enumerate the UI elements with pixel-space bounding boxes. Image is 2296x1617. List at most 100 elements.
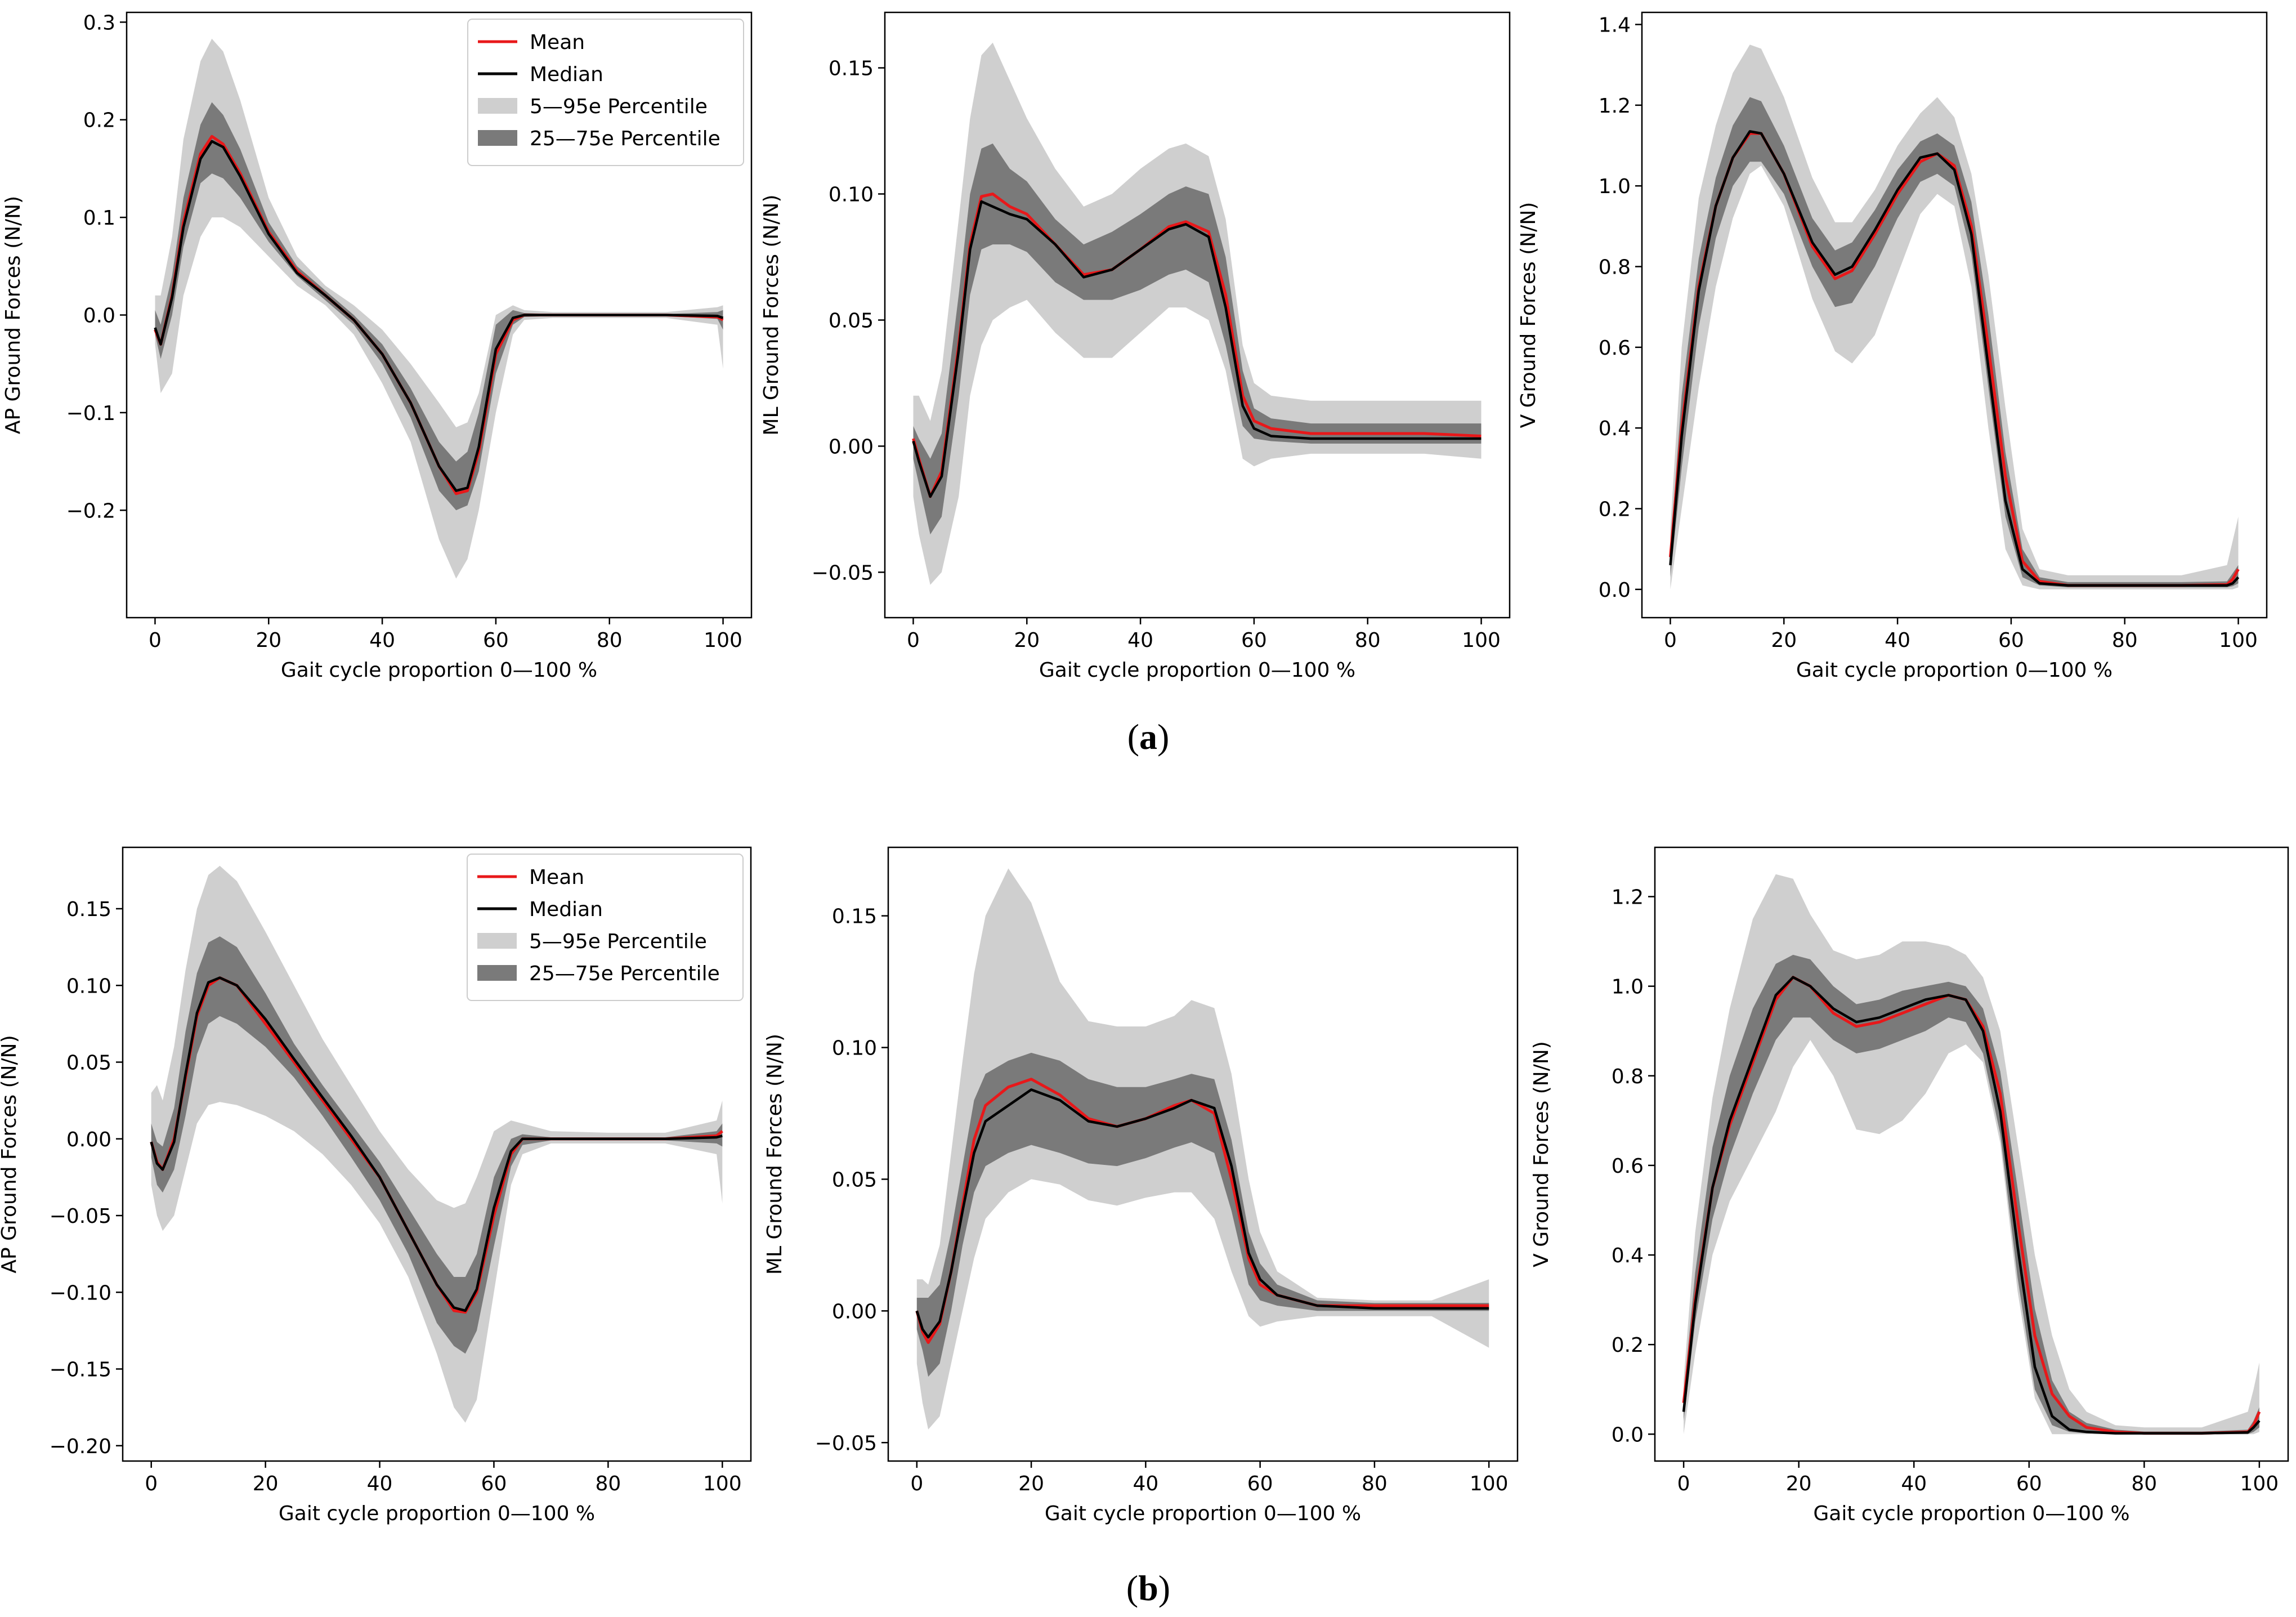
caption-a-open: ( xyxy=(1127,717,1139,757)
caption-b-letter: b xyxy=(1138,1568,1158,1608)
legend-5-95-swatch xyxy=(478,98,517,114)
plot-area xyxy=(912,42,1482,585)
median-line xyxy=(1669,130,2240,587)
axes-frame xyxy=(884,11,1511,619)
y-tick-label: −0.1 xyxy=(66,402,115,425)
chart-a-ml: 0 20 40 60 80 100 −0.05 0.00 0.05 0.10 0.15 Gait cy… xyxy=(760,11,1511,682)
y-tick-label: 0.0 xyxy=(83,305,115,328)
x-tick-label: 100 xyxy=(2240,1472,2279,1495)
caption-a: (a) xyxy=(1127,717,1170,757)
x-tick-label: 40 xyxy=(1885,629,1910,652)
y-tick-label: 0.10 xyxy=(66,975,111,998)
x-tick-label: 20 xyxy=(1018,1472,1044,1495)
axes-frame xyxy=(1641,11,2268,619)
y-tick-label: 0.2 xyxy=(1612,1334,1644,1357)
y-tick-label: 1.0 xyxy=(1612,976,1644,999)
y-tick-label: −0.05 xyxy=(50,1205,111,1228)
legend-25-75-swatch xyxy=(477,965,517,981)
y-tick-label: 0.05 xyxy=(832,1168,877,1191)
median-line xyxy=(915,1088,1489,1339)
y-tick-label: 0.0 xyxy=(1599,579,1631,602)
y-tick-label: 0.0 xyxy=(1612,1423,1644,1446)
median-line xyxy=(154,140,724,492)
panels: 0 20 40 60 80 100 −0.2 −0.1 0.0 0.1 0.2 0.3 Gait cyc… xyxy=(0,11,2289,1525)
plot-area xyxy=(154,38,724,579)
legend-median-label: Median xyxy=(529,898,603,921)
x-tick-label: 60 xyxy=(1247,1472,1273,1495)
y-tick-label: 1.2 xyxy=(1612,886,1644,909)
axes-frame xyxy=(1654,846,2289,1462)
caption-a-letter: a xyxy=(1139,717,1157,757)
y-tick-label: 0.05 xyxy=(66,1052,111,1075)
median-line xyxy=(150,976,723,1312)
y-tick-label: −0.15 xyxy=(50,1359,111,1382)
plot-area xyxy=(1669,44,2240,589)
x-axis-label: Gait cycle proportion 0—100 % xyxy=(1813,1502,2129,1525)
x-tick-label: 80 xyxy=(597,629,623,652)
x-tick-label: 20 xyxy=(256,629,281,652)
y-tick-label: 0.2 xyxy=(1599,498,1631,521)
x-tick-label: 60 xyxy=(2016,1472,2042,1495)
legend-box xyxy=(467,19,744,166)
x-tick-label: 40 xyxy=(1133,1472,1158,1495)
x-tick-label: 0 xyxy=(1664,629,1677,652)
x-tick-label: 0 xyxy=(907,629,920,652)
band-25-75-percentile xyxy=(1670,97,2239,588)
median-line xyxy=(912,200,1482,498)
x-tick-label: 40 xyxy=(1127,629,1153,652)
y-tick-label: −0.10 xyxy=(50,1281,111,1305)
x-tick-label: 20 xyxy=(1786,1472,1812,1495)
legend-mean-label: Mean xyxy=(529,866,584,889)
band-5-95-percentile xyxy=(151,865,723,1423)
band-5-95-percentile xyxy=(1670,44,2239,589)
chart-b-ap: 0 20 40 60 80 100 −0.20 −0.15 −0.10 −0.05 0.00 0.05… xyxy=(0,846,752,1525)
plot-area xyxy=(1682,874,2261,1435)
y-tick-label: 0.00 xyxy=(66,1128,111,1151)
y-tick-label: 0.05 xyxy=(829,309,874,332)
legend-5-95-label: 5—95e Percentile xyxy=(529,930,707,953)
x-axis-label: Gait cycle proportion 0—100 % xyxy=(1796,659,2113,682)
x-tick-label: 100 xyxy=(1462,629,1501,652)
legend: Mean Median 5—95e Percentile 25—75e Percent… xyxy=(467,19,744,166)
legend-5-95-label: 5—95e Percentile xyxy=(530,95,708,118)
x-tick-label: 80 xyxy=(2131,1472,2157,1495)
legend-5-95-swatch xyxy=(477,933,517,949)
y-tick-label: 0.15 xyxy=(829,57,874,81)
legend-mean-label: Mean xyxy=(530,31,585,54)
band-5-95-percentile xyxy=(916,868,1489,1430)
x-tick-label: 80 xyxy=(1355,629,1381,652)
x-tick-label: 80 xyxy=(1362,1472,1388,1495)
y-tick-label: −0.05 xyxy=(812,561,874,584)
y-tick-label: 0.6 xyxy=(1599,337,1631,360)
x-tick-label: 100 xyxy=(1470,1472,1509,1495)
x-tick-label: 20 xyxy=(1771,629,1797,652)
y-tick-label: 0.4 xyxy=(1612,1244,1644,1267)
x-tick-label: 100 xyxy=(703,1472,742,1495)
x-tick-label: 20 xyxy=(253,1472,279,1495)
x-tick-label: 60 xyxy=(481,1472,507,1495)
axes-frame xyxy=(887,846,1519,1462)
x-tick-label: 0 xyxy=(149,629,162,652)
legend-25-75-label: 25—75e Percentile xyxy=(529,962,720,985)
legend-25-75-swatch xyxy=(478,130,517,146)
y-tick-label: 0.8 xyxy=(1599,256,1631,279)
x-tick-label: 80 xyxy=(595,1472,621,1495)
chart-a-ap: 0 20 40 60 80 100 −0.2 −0.1 0.0 0.1 0.2 0.3 Gait cyc… xyxy=(2,11,753,682)
y-axis-label: ML Ground Forces (N/N) xyxy=(760,194,783,435)
y-tick-label: 0.10 xyxy=(832,1037,877,1060)
y-tick-label: −0.2 xyxy=(66,499,115,522)
y-tick-label: 0.15 xyxy=(832,905,877,928)
x-tick-label: 60 xyxy=(1241,629,1267,652)
y-tick-label: 0.4 xyxy=(1599,417,1631,440)
x-axis-label: Gait cycle proportion 0—100 % xyxy=(279,1502,595,1525)
plot-area xyxy=(150,865,723,1423)
x-tick-label: 40 xyxy=(369,629,395,652)
y-tick-label: −0.05 xyxy=(815,1432,877,1455)
caption-b: (b) xyxy=(1126,1568,1170,1608)
x-tick-label: 80 xyxy=(2112,629,2138,652)
x-tick-label: 40 xyxy=(367,1472,393,1495)
legend: Mean Median 5—95e Percentile 25—75e Percent… xyxy=(467,854,744,1001)
y-tick-label: 0.10 xyxy=(829,184,874,207)
plot-area xyxy=(915,868,1489,1430)
x-axis-label: Gait cycle proportion 0—100 % xyxy=(281,659,597,682)
